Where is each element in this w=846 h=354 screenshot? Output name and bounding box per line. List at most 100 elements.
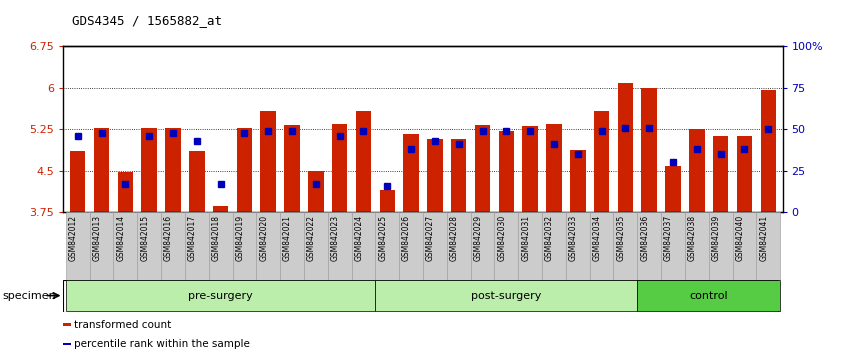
- Text: GSM842022: GSM842022: [307, 215, 316, 261]
- Text: GSM842019: GSM842019: [235, 215, 244, 261]
- Bar: [304, 212, 327, 280]
- Text: post-surgery: post-surgery: [471, 291, 541, 301]
- Bar: [137, 212, 161, 280]
- Text: GSM842017: GSM842017: [188, 215, 197, 261]
- Bar: [63, 323, 71, 326]
- Text: GSM842027: GSM842027: [426, 215, 435, 261]
- Text: GSM842030: GSM842030: [497, 215, 507, 261]
- Bar: [308, 171, 323, 212]
- Bar: [141, 127, 157, 212]
- Bar: [661, 212, 685, 280]
- Bar: [665, 166, 681, 212]
- Bar: [94, 127, 109, 212]
- Bar: [709, 212, 733, 280]
- Bar: [498, 131, 514, 212]
- Bar: [451, 139, 466, 212]
- Text: GSM842023: GSM842023: [331, 215, 339, 261]
- Bar: [284, 125, 299, 212]
- Bar: [185, 212, 209, 280]
- Text: GSM842034: GSM842034: [592, 215, 602, 261]
- Bar: [355, 112, 371, 212]
- Bar: [256, 212, 280, 280]
- Bar: [447, 212, 470, 280]
- Text: GSM842036: GSM842036: [640, 215, 649, 261]
- Bar: [376, 280, 637, 311]
- Bar: [570, 150, 585, 212]
- Bar: [737, 136, 752, 212]
- Bar: [689, 129, 705, 212]
- Bar: [399, 212, 423, 280]
- Text: GSM842021: GSM842021: [283, 215, 292, 261]
- Text: GSM842039: GSM842039: [711, 215, 721, 261]
- Bar: [66, 212, 90, 280]
- Bar: [637, 280, 780, 311]
- Text: specimen: specimen: [3, 291, 57, 301]
- Bar: [376, 212, 399, 280]
- Bar: [423, 212, 447, 280]
- Bar: [161, 212, 185, 280]
- Bar: [70, 152, 85, 212]
- Bar: [327, 212, 352, 280]
- Bar: [90, 212, 113, 280]
- Text: GSM842015: GSM842015: [140, 215, 149, 261]
- Bar: [713, 136, 728, 212]
- Text: GSM842037: GSM842037: [664, 215, 673, 261]
- Bar: [233, 212, 256, 280]
- Text: GSM842031: GSM842031: [521, 215, 530, 261]
- Text: GSM842026: GSM842026: [402, 215, 411, 261]
- Text: GSM842032: GSM842032: [545, 215, 554, 261]
- Bar: [594, 111, 609, 212]
- Bar: [733, 212, 756, 280]
- Text: GSM842013: GSM842013: [92, 215, 102, 261]
- Text: GSM842040: GSM842040: [735, 215, 744, 261]
- Bar: [380, 190, 395, 212]
- Text: GSM842029: GSM842029: [474, 215, 482, 261]
- Bar: [237, 127, 252, 212]
- Bar: [118, 172, 133, 212]
- Bar: [165, 127, 181, 212]
- Bar: [404, 134, 419, 212]
- Bar: [641, 88, 657, 212]
- Bar: [637, 212, 661, 280]
- Text: GSM842020: GSM842020: [259, 215, 268, 261]
- Text: GSM842025: GSM842025: [378, 215, 387, 261]
- Bar: [189, 152, 205, 212]
- Text: GSM842024: GSM842024: [354, 215, 364, 261]
- Bar: [209, 212, 233, 280]
- Bar: [542, 212, 566, 280]
- Bar: [519, 212, 542, 280]
- Bar: [113, 212, 137, 280]
- Text: GSM842041: GSM842041: [759, 215, 768, 261]
- Text: GSM842038: GSM842038: [688, 215, 697, 261]
- Text: percentile rank within the sample: percentile rank within the sample: [74, 339, 250, 349]
- Text: GSM842028: GSM842028: [450, 215, 459, 261]
- Bar: [494, 212, 519, 280]
- Bar: [280, 212, 304, 280]
- Text: GSM842035: GSM842035: [617, 215, 625, 261]
- Bar: [618, 83, 633, 212]
- Bar: [261, 112, 276, 212]
- Text: GSM842033: GSM842033: [569, 215, 578, 261]
- Bar: [756, 212, 780, 280]
- Bar: [547, 124, 562, 212]
- Text: control: control: [689, 291, 728, 301]
- Bar: [475, 125, 491, 212]
- Text: transformed count: transformed count: [74, 320, 172, 330]
- Text: GSM842014: GSM842014: [117, 215, 125, 261]
- Text: pre-surgery: pre-surgery: [188, 291, 253, 301]
- Text: GSM842016: GSM842016: [164, 215, 173, 261]
- Bar: [470, 212, 494, 280]
- Text: GDS4345 / 1565882_at: GDS4345 / 1565882_at: [72, 14, 222, 27]
- Bar: [332, 124, 348, 212]
- Bar: [613, 212, 637, 280]
- Bar: [213, 206, 228, 212]
- Bar: [523, 126, 538, 212]
- Bar: [590, 212, 613, 280]
- Bar: [352, 212, 376, 280]
- Text: GSM842012: GSM842012: [69, 215, 78, 261]
- Bar: [761, 90, 776, 212]
- Text: GSM842018: GSM842018: [212, 215, 221, 261]
- Bar: [63, 343, 71, 346]
- Bar: [66, 280, 376, 311]
- Bar: [685, 212, 709, 280]
